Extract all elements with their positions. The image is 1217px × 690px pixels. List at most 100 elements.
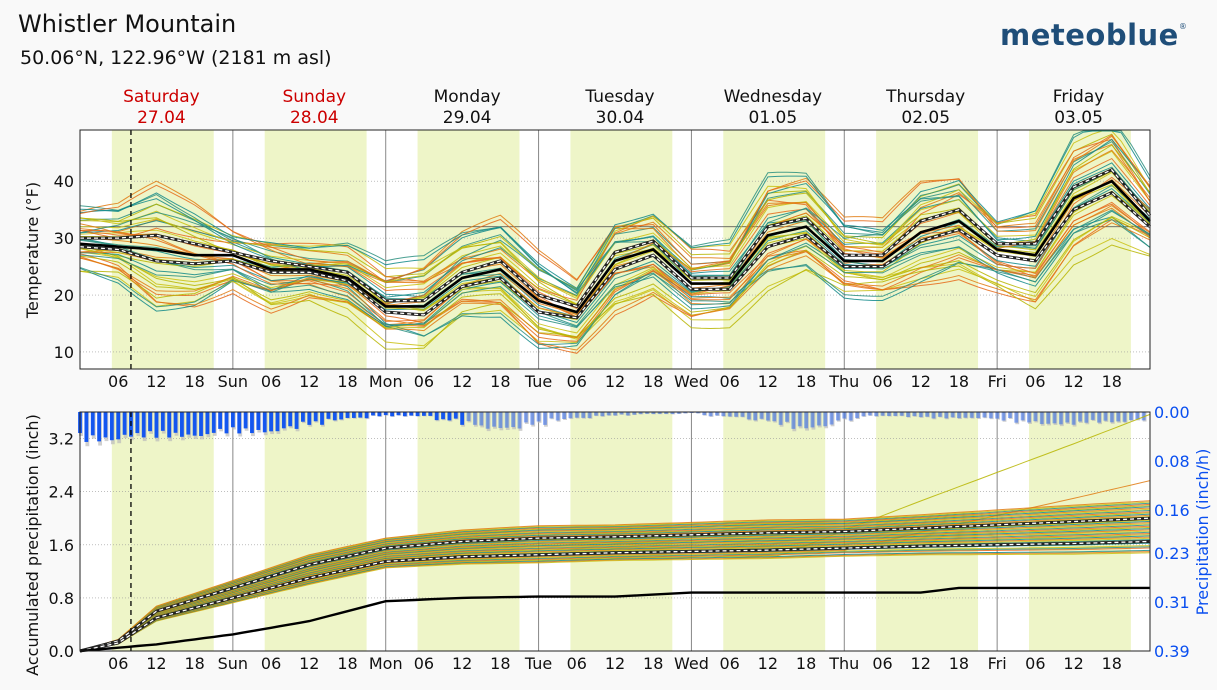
precip-x-tick-label: 06	[719, 654, 739, 673]
day-name-thursday: Thursday	[885, 87, 965, 107]
precip-bar	[727, 412, 732, 417]
temp-ensemble-line	[79, 178, 1151, 315]
precip-bar	[250, 412, 254, 434]
precip-bar-gray	[900, 412, 905, 417]
precip-y-tick-label: 2.4	[49, 483, 74, 502]
temp-ensemble-line	[79, 219, 1151, 354]
temp-ensemble-line	[79, 222, 1151, 351]
precip-bar	[97, 412, 102, 442]
precip-bar-gray	[626, 412, 631, 416]
precip-bar	[874, 412, 879, 417]
precip-bar	[103, 412, 108, 438]
precip-bar	[574, 412, 579, 418]
precip-bar	[746, 412, 751, 420]
precip-bar	[288, 412, 293, 427]
precip-median-dash	[79, 540, 1151, 652]
precip-bar	[148, 412, 152, 432]
day-name-friday: Friday	[1053, 87, 1105, 107]
precip-bar-gray	[773, 412, 778, 423]
precip-bar	[294, 412, 299, 429]
temp-x-tick-label: 18	[337, 372, 357, 391]
precip-bar-gray	[620, 412, 625, 415]
temp-x-tick-label: 12	[758, 372, 778, 391]
precip-bar	[899, 412, 904, 416]
temp-ensemble-line	[79, 190, 1151, 338]
temp-ensemble-line	[79, 138, 1151, 301]
precip-bar-gray	[537, 412, 542, 423]
precip-ensemble-line	[79, 413, 1151, 652]
precip-bar-gray	[588, 412, 593, 419]
precip-bar	[988, 412, 993, 419]
precip-bar	[912, 412, 917, 417]
temp-x-tick-label: 06	[872, 372, 892, 391]
precip-bar	[1097, 412, 1101, 423]
precip-bar-gray	[958, 412, 962, 420]
precip-bar-gray	[473, 412, 478, 427]
precip-bar	[441, 412, 445, 420]
precip-bar-gray	[1110, 412, 1115, 424]
precip-bar	[218, 412, 223, 429]
precip-bar-gray	[703, 412, 708, 416]
precip-ensemble-line	[79, 547, 1151, 652]
precip-bar	[307, 412, 312, 425]
temp-plot-frame	[79, 129, 1151, 370]
precip-rate-tick-label: 0.39	[1154, 642, 1190, 661]
precip-rate-tick-label: 0.00	[1154, 403, 1190, 422]
precip-bar	[549, 412, 554, 419]
precip-bar	[351, 412, 356, 418]
meteoblue-logo[interactable]: meteoblue®	[1000, 18, 1187, 52]
precip-bar-gray	[614, 412, 618, 416]
precip-ensemble-line	[79, 503, 1151, 652]
precip-x-tick-label: 06	[1025, 654, 1045, 673]
precip-bar	[1116, 412, 1121, 422]
precip-x-tick-label: 12	[1063, 654, 1083, 673]
temp-ensemble-line	[79, 184, 1151, 327]
precip-bar-gray	[779, 412, 784, 427]
precip-bar	[944, 412, 949, 419]
precip-bar-gray	[907, 412, 911, 418]
precip-ensemble-line	[79, 528, 1151, 652]
precip-bar	[606, 412, 611, 416]
precip-bar	[810, 412, 815, 428]
precip-bar	[836, 412, 840, 421]
precip-ensemble-line	[79, 536, 1151, 652]
day-date-sunday: 28.04	[290, 108, 339, 128]
temp-x-tick-label: 06	[567, 372, 587, 391]
temp-ensemble-line	[79, 218, 1151, 345]
precip-bar	[867, 412, 872, 416]
precip-bar	[893, 412, 898, 416]
precip-bar	[976, 412, 980, 419]
precip-bar	[1020, 412, 1025, 421]
temp-x-tick-label: 12	[911, 372, 931, 391]
precip-bar-gray	[951, 412, 956, 419]
precip-x-tick-label: 18	[643, 654, 663, 673]
temp-x-tick-label: Tue	[524, 372, 552, 391]
precip-bar	[364, 412, 369, 419]
precip-ensemble-line	[79, 523, 1151, 652]
day-name-saturday: Saturday	[123, 87, 200, 107]
precip-bar	[765, 412, 770, 421]
precip-bar	[434, 412, 439, 421]
precip-bar	[740, 412, 745, 417]
precip-bar	[536, 412, 541, 422]
precip-bar-gray	[766, 412, 771, 422]
precip-bar-gray	[499, 412, 504, 431]
precip-bar-gray	[824, 412, 829, 429]
precip-bar-gray	[709, 412, 714, 417]
precip-bar	[734, 412, 738, 417]
precip-bar-gray	[607, 412, 612, 416]
precip-bar-gray	[989, 412, 994, 420]
precip-ensemble-line	[79, 506, 1151, 652]
precip-bar	[256, 412, 261, 430]
precip-ensemble-line	[79, 552, 1151, 652]
precip-bar	[995, 412, 1000, 419]
temp-x-tick-label: 06	[1025, 372, 1045, 391]
precip-bar	[1046, 412, 1051, 424]
precip-ensemble-line	[79, 511, 1151, 652]
precip-bar	[886, 412, 891, 416]
precip-bar	[695, 412, 700, 414]
precip-bar	[205, 412, 210, 435]
precip-rate-tick-label: 0.31	[1154, 593, 1190, 612]
precip-ensemble-line	[79, 500, 1151, 652]
